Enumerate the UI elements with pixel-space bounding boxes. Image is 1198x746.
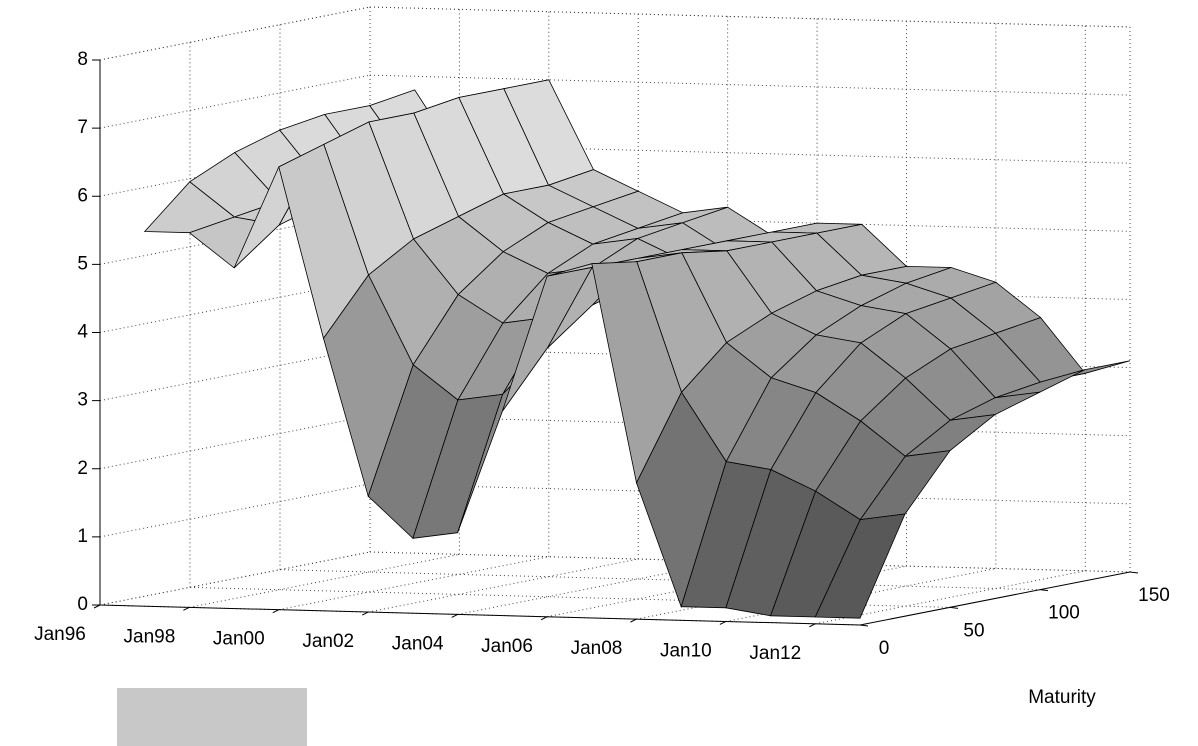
x-tick-label: Jan08 xyxy=(571,638,623,659)
x-tick-label: Jan04 xyxy=(392,633,444,654)
y-tick-label: 0 xyxy=(879,638,890,659)
z-tick-label: 7 xyxy=(77,117,88,138)
x-tick xyxy=(451,613,458,618)
x-tick xyxy=(93,604,101,609)
x-tick-label: Jan10 xyxy=(660,640,712,661)
y-tick xyxy=(1129,571,1139,574)
y-tick xyxy=(1039,589,1049,592)
grid-line xyxy=(279,569,1041,591)
grid-line xyxy=(99,551,371,606)
grid-line xyxy=(369,142,1131,164)
z-tick-label: 3 xyxy=(77,390,88,411)
grid-line xyxy=(99,415,371,470)
surface xyxy=(143,79,1131,619)
x-tick xyxy=(183,606,190,611)
x-tick-label: Jan96 xyxy=(34,624,86,645)
z-tick-label: 6 xyxy=(77,185,88,206)
grid-line xyxy=(368,558,639,613)
x-tick xyxy=(540,616,548,621)
z-tick-label: 1 xyxy=(77,526,88,547)
x-tick-label: Jan02 xyxy=(302,631,354,652)
grid-line xyxy=(99,551,371,606)
grid-line xyxy=(99,483,371,538)
z-tick-label: 2 xyxy=(77,458,88,479)
z-tick-label: 8 xyxy=(77,49,88,70)
z-tick-label: 0 xyxy=(77,594,88,615)
grid-line xyxy=(278,556,549,611)
x-tick xyxy=(362,611,369,616)
x-tick xyxy=(630,618,637,623)
x-tick xyxy=(272,609,280,614)
blank-box xyxy=(117,688,307,746)
x-tick-label: Jan12 xyxy=(749,643,801,664)
grid-line xyxy=(189,553,460,608)
z-tick-label: 5 xyxy=(77,253,88,274)
x-tick-label: Jan98 xyxy=(124,626,176,647)
y-tick xyxy=(859,624,869,627)
box-edge xyxy=(369,6,1131,28)
box-edge xyxy=(99,6,371,61)
x-tick-label: Jan06 xyxy=(481,636,533,657)
y-tick xyxy=(949,606,959,609)
z-tick-label: 4 xyxy=(77,322,88,343)
y-tick-label: 150 xyxy=(1138,585,1170,606)
x-tick-label: Jan00 xyxy=(213,629,265,650)
x-axis xyxy=(99,604,861,626)
surface-patch xyxy=(814,513,906,619)
grid-line xyxy=(369,74,1131,96)
x-tick xyxy=(719,621,727,625)
y-axis xyxy=(859,571,1131,626)
x-tick xyxy=(809,623,816,628)
y-axis-label: Maturity xyxy=(1028,687,1096,708)
axes: 0 1 2 3 4 5 6 7 8 Jan96 Jan98 Jan00 Jan02 Jan04 Jan06 J… xyxy=(34,49,1170,664)
grid-line xyxy=(189,586,951,608)
y-tick-label: 100 xyxy=(1048,603,1080,624)
y-tick-label: 50 xyxy=(963,620,984,641)
